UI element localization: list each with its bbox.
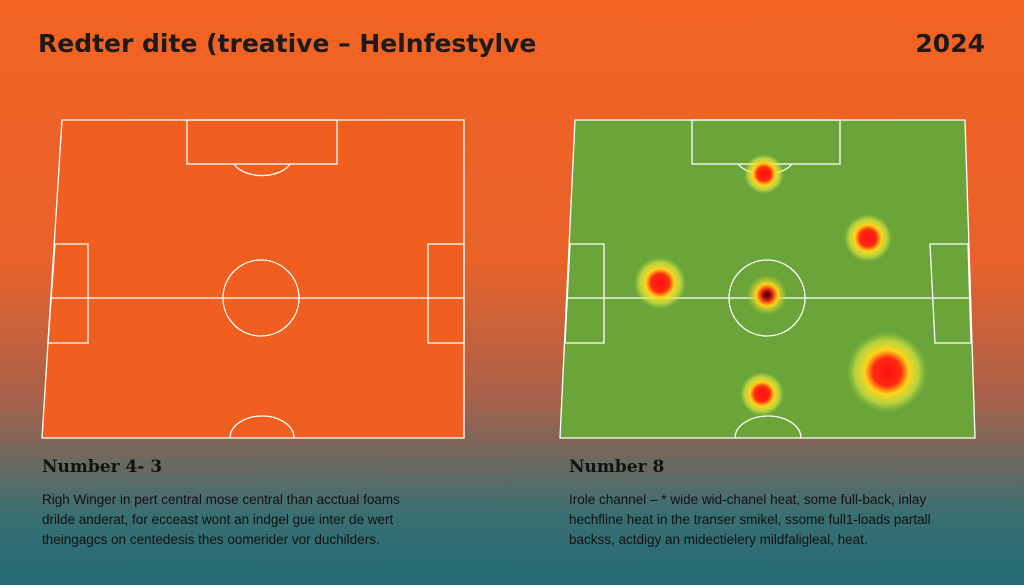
panel-text: backss, actdigy an midectielery mildfali… xyxy=(569,532,868,547)
panel-text: hechfline heat in the transer smikel, ss… xyxy=(569,512,931,527)
panel-text: drilde anderat, for ecceast wont an indg… xyxy=(42,512,393,527)
pitch-left xyxy=(41,119,465,439)
year: 2024 xyxy=(915,29,985,58)
panel-text: Irole channel – * wide wid-chanel heat, … xyxy=(569,492,926,507)
pitch-right xyxy=(559,119,976,439)
panel-title: Number 4- 3 xyxy=(42,457,162,477)
panel-text: theingagcs on centedesis thes oomerider … xyxy=(42,532,380,547)
panel-text: Righ Winger in pert central mose central… xyxy=(42,492,400,507)
page-title: Redter dite (treative – Helnfestylve xyxy=(38,29,536,58)
panel-title: Number 8 xyxy=(569,457,664,477)
